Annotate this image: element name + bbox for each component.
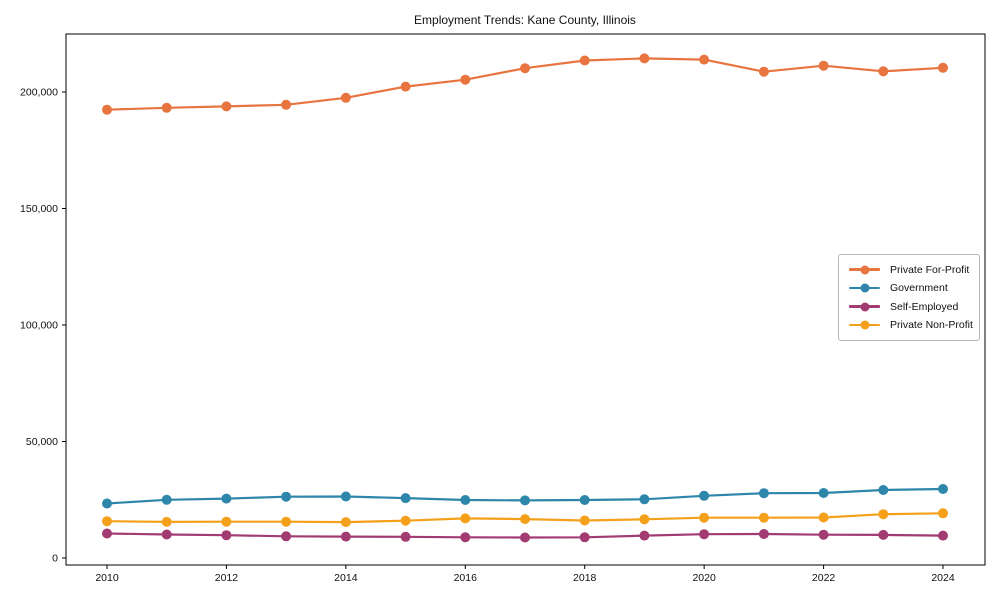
data-point-marker: [878, 529, 889, 540]
data-point-marker: [579, 515, 590, 526]
y-axis-tick-label: 200,000: [20, 87, 58, 99]
legend-marker-icon: [849, 283, 880, 294]
data-point-marker: [520, 514, 530, 525]
data-point-marker: [878, 66, 889, 77]
chart-legend: Private For-Profit Government Self-Emplo…: [838, 254, 980, 341]
x-axis-tick-label: 2018: [573, 572, 597, 584]
x-axis-tick-label: 2022: [812, 572, 836, 584]
plot-border: [65, 33, 986, 566]
data-point-marker: [699, 54, 710, 65]
data-point-marker: [520, 63, 530, 74]
data-point-marker: [400, 81, 411, 92]
data-point-marker: [221, 530, 232, 541]
data-point-marker: [579, 55, 590, 66]
series-government: [102, 484, 948, 509]
data-point-marker: [281, 99, 292, 110]
data-point-marker: [878, 485, 889, 495]
series-private-non-profit: [102, 508, 948, 528]
data-point-marker: [102, 498, 112, 509]
data-point-marker: [400, 531, 411, 542]
data-point-marker: [340, 517, 351, 528]
x-axis-tick-label: 2014: [334, 572, 358, 584]
data-point-marker: [102, 104, 112, 115]
data-point-marker: [221, 516, 232, 527]
data-point-marker: [460, 532, 471, 543]
x-axis-tick-label: 2012: [215, 572, 239, 584]
legend-label: Self-Employed: [890, 300, 959, 313]
data-point-marker: [699, 529, 710, 540]
legend-marker-icon: [849, 301, 880, 312]
data-point-marker: [758, 512, 769, 523]
data-point-marker: [818, 529, 829, 540]
data-point-marker: [102, 528, 112, 539]
data-point-marker: [758, 488, 769, 499]
legend-item-self-employed: Self-Employed: [849, 300, 971, 313]
x-axis-tick-label: 2020: [692, 572, 716, 584]
data-point-marker: [460, 74, 471, 85]
data-point-marker: [340, 491, 351, 502]
data-point-marker: [938, 62, 948, 73]
data-point-marker: [102, 516, 112, 527]
legend-marker-icon: [849, 320, 880, 331]
data-point-marker: [161, 494, 172, 505]
x-axis-tick-label: 2016: [454, 572, 478, 584]
data-point-marker: [520, 495, 530, 506]
data-point-marker: [938, 508, 948, 519]
data-point-marker: [221, 101, 232, 112]
data-point-marker: [938, 484, 948, 494]
legend-label: Government: [890, 282, 948, 295]
y-axis-tick-label: 150,000: [20, 203, 58, 215]
series-self-employed: [102, 528, 948, 543]
data-point-marker: [818, 488, 829, 498]
data-point-marker: [639, 53, 650, 64]
legend-marker-icon: [849, 264, 880, 275]
data-point-marker: [818, 512, 829, 523]
data-point-marker: [699, 490, 710, 501]
data-point-marker: [758, 66, 769, 77]
data-point-marker: [460, 513, 471, 524]
data-point-marker: [281, 491, 292, 502]
data-point-marker: [221, 493, 232, 504]
series-private-for-profit: [102, 53, 948, 115]
y-axis-tick-label: 0: [52, 553, 58, 565]
chart-title: Employment Trends: Kane County, Illinois: [414, 13, 636, 27]
legend-label: Private For-Profit: [890, 263, 970, 276]
data-point-marker: [938, 530, 948, 541]
data-point-marker: [579, 532, 590, 543]
data-point-marker: [460, 495, 471, 505]
data-point-marker: [639, 514, 650, 525]
data-point-marker: [758, 529, 769, 539]
data-point-marker: [340, 531, 351, 542]
data-point-marker: [400, 515, 411, 526]
data-point-marker: [161, 529, 172, 540]
data-point-marker: [161, 516, 172, 527]
legend-item-private-non-profit: Private Non-Profit: [849, 319, 973, 332]
data-point-marker: [639, 530, 650, 541]
data-point-marker: [639, 494, 650, 505]
data-point-marker: [878, 509, 889, 520]
data-point-marker: [400, 493, 411, 504]
data-point-marker: [340, 92, 351, 103]
data-point-marker: [579, 495, 590, 505]
data-point-marker: [818, 60, 829, 71]
data-point-marker: [281, 516, 292, 527]
data-point-marker: [281, 531, 292, 542]
data-point-marker: [520, 532, 530, 543]
data-point-marker: [161, 102, 172, 113]
legend-item-private-for-profit: Private For-Profit: [849, 263, 971, 276]
legend-label: Private Non-Profit: [890, 319, 973, 332]
legend-item-government: Government: [849, 282, 971, 295]
y-axis-tick-label: 50,000: [26, 436, 58, 448]
data-point-marker: [699, 512, 710, 523]
x-axis-tick-label: 2024: [931, 572, 955, 584]
x-axis-tick-label: 2010: [95, 572, 119, 584]
y-axis-tick-label: 100,000: [20, 320, 58, 332]
